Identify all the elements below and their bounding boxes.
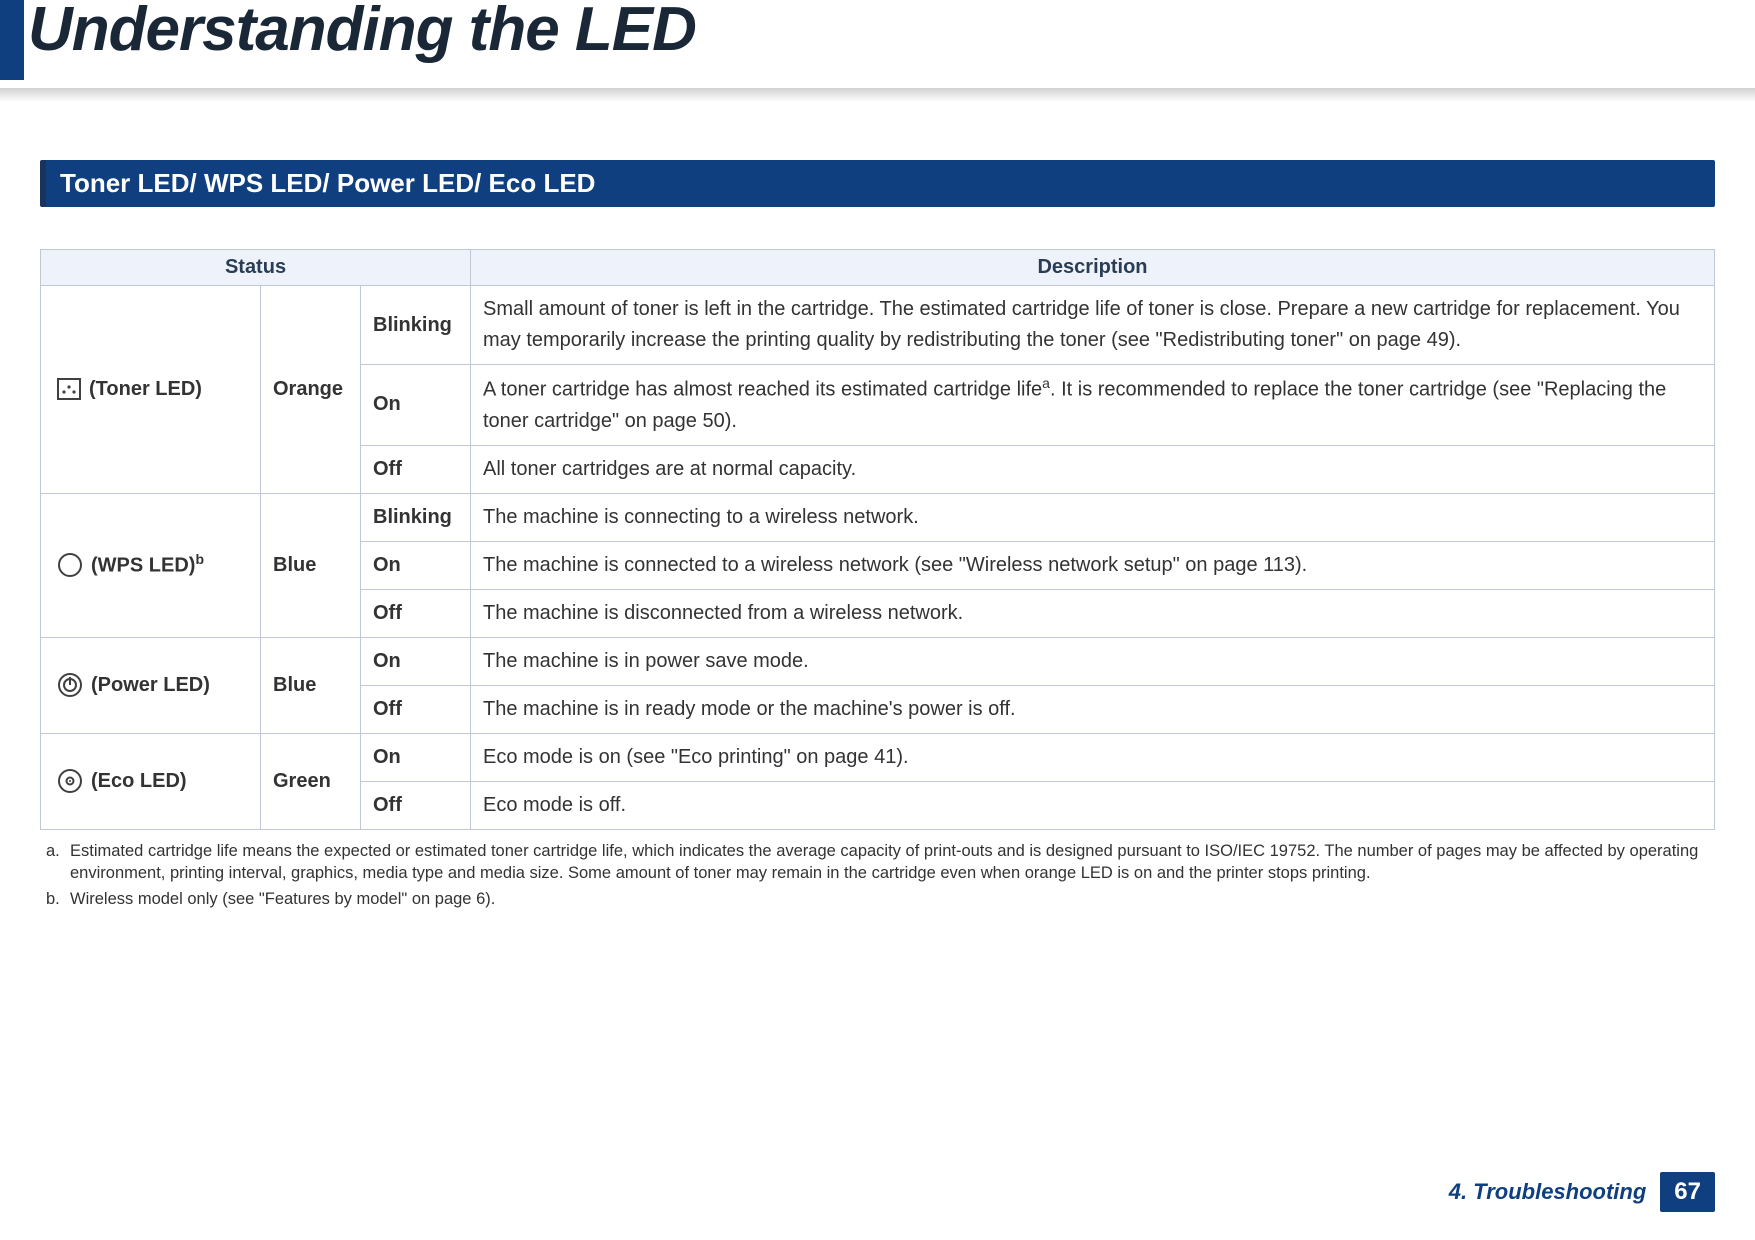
wps-state-off: Off — [361, 589, 471, 637]
toner-state-off: Off — [361, 445, 471, 493]
toner-desc-off: All toner cartridges are at normal capac… — [471, 445, 1715, 493]
toner-color: Orange — [261, 286, 361, 494]
toner-state-on: On — [361, 365, 471, 446]
table-row: (WPS LED)b Blue Blinking The machine is … — [41, 493, 1715, 541]
section-banner: Toner LED/ WPS LED/ Power LED/ Eco LED — [40, 160, 1715, 207]
table-row: (Power LED) Blue On The machine is in po… — [41, 637, 1715, 685]
toner-desc-blinking: Small amount of toner is left in the car… — [471, 286, 1715, 365]
eco-led-label: (Eco LED) — [53, 766, 248, 797]
toner-led-label: (Toner LED) — [53, 374, 248, 405]
eco-desc-on: Eco mode is on (see "Eco printing" on pa… — [471, 733, 1715, 781]
power-icon — [57, 672, 83, 698]
eco-state-on: On — [361, 733, 471, 781]
eco-icon — [57, 768, 83, 794]
power-state-on: On — [361, 637, 471, 685]
chapter-label: 4. Troubleshooting — [1449, 1179, 1647, 1205]
toner-desc-on-pre: A toner cartridge has almost reached its… — [483, 379, 1042, 401]
led-status-table: Status Description (Toner LED) Orange — [40, 249, 1715, 830]
wps-desc-off: The machine is disconnected from a wirel… — [471, 589, 1715, 637]
toner-state-blinking: Blinking — [361, 286, 471, 365]
eco-led-text: (Eco LED) — [91, 766, 187, 797]
col-header-status: Status — [41, 250, 471, 286]
page-title: Understanding the LED — [28, 0, 696, 65]
header-accent-bar — [0, 0, 24, 80]
table-row: (Toner LED) Orange Blinking Small amount… — [41, 286, 1715, 365]
toner-led-text: (Toner LED) — [89, 374, 202, 405]
wps-led-text-inner: (WPS LED) — [91, 554, 195, 576]
power-led-text: (Power LED) — [91, 670, 210, 701]
footnote-a-marker: a. — [46, 840, 64, 885]
page-number: 67 — [1660, 1172, 1715, 1212]
page-footer: 4. Troubleshooting 67 — [1449, 1172, 1715, 1212]
col-header-description: Description — [471, 250, 1715, 286]
wps-desc-blinking: The machine is connecting to a wireless … — [471, 493, 1715, 541]
toner-icon — [57, 378, 81, 400]
footnote-a-text: Estimated cartridge life means the expec… — [70, 840, 1709, 885]
power-led-label: (Power LED) — [53, 670, 248, 701]
page-header: Understanding the LED — [0, 0, 1755, 105]
wps-led-label: (WPS LED)b — [53, 549, 248, 582]
wps-color: Blue — [261, 493, 361, 637]
footnote-b: b. Wireless model only (see "Features by… — [46, 888, 1709, 910]
power-desc-off: The machine is in ready mode or the mach… — [471, 685, 1715, 733]
eco-color: Green — [261, 733, 361, 829]
footnote-marker-b: b — [195, 551, 204, 567]
eco-state-off: Off — [361, 781, 471, 829]
footnote-marker-a: a — [1042, 375, 1050, 391]
wps-state-on: On — [361, 541, 471, 589]
footnote-a: a. Estimated cartridge life means the ex… — [46, 840, 1709, 885]
wps-icon — [57, 552, 83, 578]
wps-led-text: (WPS LED)b — [91, 549, 204, 582]
footnote-b-marker: b. — [46, 888, 64, 910]
wps-desc-on: The machine is connected to a wireless n… — [471, 541, 1715, 589]
footnote-b-text: Wireless model only (see "Features by mo… — [70, 888, 495, 910]
table-header-row: Status Description — [41, 250, 1715, 286]
header-divider — [0, 88, 1755, 102]
power-desc-on: The machine is in power save mode. — [471, 637, 1715, 685]
footnotes: a. Estimated cartridge life means the ex… — [40, 830, 1715, 911]
power-state-off: Off — [361, 685, 471, 733]
table-row: (Eco LED) Green On Eco mode is on (see "… — [41, 733, 1715, 781]
content-area: Toner LED/ WPS LED/ Power LED/ Eco LED S… — [0, 105, 1755, 910]
wps-state-blinking: Blinking — [361, 493, 471, 541]
eco-desc-off: Eco mode is off. — [471, 781, 1715, 829]
toner-desc-on: A toner cartridge has almost reached its… — [471, 365, 1715, 446]
power-color: Blue — [261, 637, 361, 733]
